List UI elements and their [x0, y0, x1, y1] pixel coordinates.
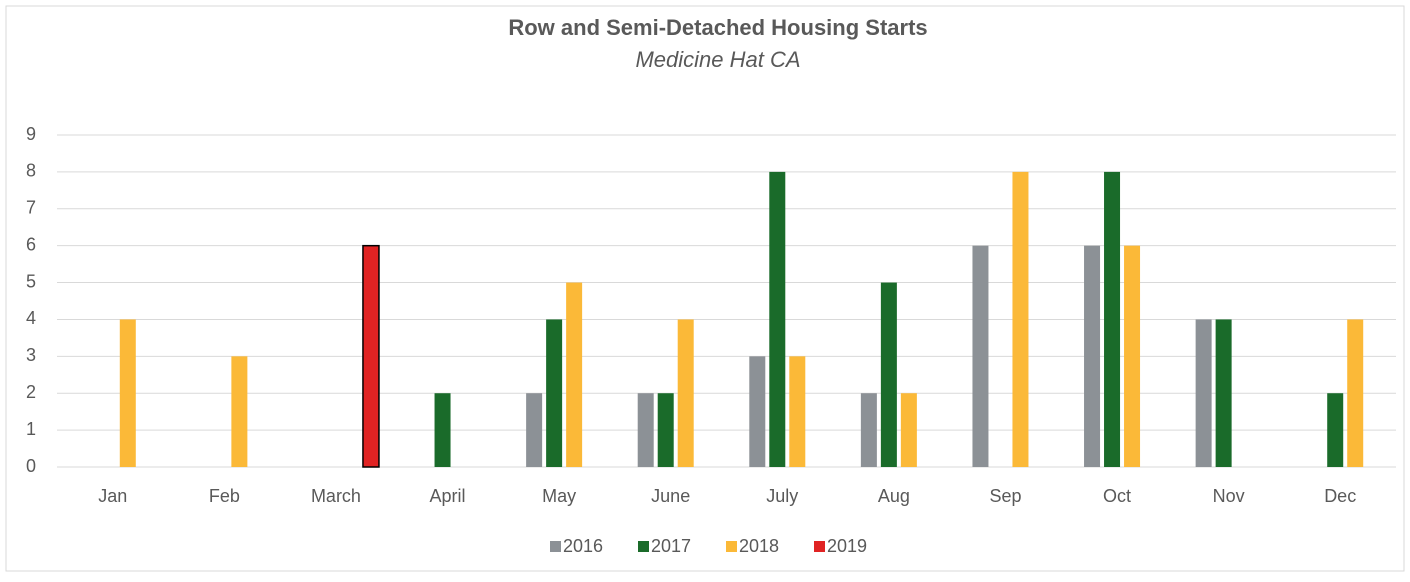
bar	[880, 282, 897, 467]
legend-swatch	[814, 541, 825, 552]
bar	[677, 319, 694, 467]
legend-swatch	[726, 541, 737, 552]
bar	[1347, 319, 1364, 467]
y-tick-label: 8	[26, 161, 36, 181]
bar	[1327, 393, 1344, 467]
bar	[362, 244, 380, 468]
x-tick-label: Feb	[209, 486, 240, 506]
bar	[526, 393, 543, 467]
y-tick-label: 9	[26, 124, 36, 144]
legend-swatch	[550, 541, 561, 552]
x-tick-label: Nov	[1213, 486, 1245, 506]
bar	[231, 356, 248, 467]
bar	[1084, 245, 1101, 467]
bar	[1195, 319, 1212, 467]
bar	[1012, 171, 1029, 467]
chart-subtitle: Medicine Hat CA	[635, 47, 800, 72]
x-tick-label: July	[766, 486, 798, 506]
bar	[972, 245, 989, 467]
chart-border	[5, 5, 1405, 572]
x-tick-label: Jan	[98, 486, 127, 506]
bar	[860, 393, 877, 467]
bar	[1104, 171, 1121, 467]
x-tick-label: March	[311, 486, 361, 506]
bar	[657, 393, 674, 467]
y-tick-label: 1	[26, 419, 36, 439]
bar	[637, 393, 654, 467]
legend-label: 2016	[563, 536, 603, 556]
y-tick-label: 2	[26, 382, 36, 402]
y-tick-label: 3	[26, 345, 36, 365]
bar	[434, 393, 451, 467]
bar	[1124, 245, 1141, 467]
legend-swatch	[638, 541, 649, 552]
x-tick-label: Dec	[1324, 486, 1356, 506]
bar	[900, 393, 917, 467]
bar	[119, 319, 136, 467]
y-tick-label: 4	[26, 308, 36, 328]
x-tick-label: Aug	[878, 486, 910, 506]
legend-label: 2019	[827, 536, 867, 556]
bar	[749, 356, 766, 467]
x-tick-label: Oct	[1103, 486, 1131, 506]
legend-label: 2018	[739, 536, 779, 556]
y-tick-label: 5	[26, 271, 36, 291]
x-tick-label: Sep	[989, 486, 1021, 506]
x-tick-label: June	[651, 486, 690, 506]
bar	[546, 319, 563, 467]
bar	[1215, 319, 1232, 467]
y-tick-label: 7	[26, 198, 36, 218]
x-tick-label: April	[430, 486, 466, 506]
x-tick-label: May	[542, 486, 576, 506]
y-tick-label: 0	[26, 456, 36, 476]
y-tick-label: 6	[26, 234, 36, 254]
bar	[789, 356, 806, 467]
bar	[566, 282, 583, 467]
chart-title: Row and Semi-Detached Housing Starts	[508, 15, 927, 40]
legend-label: 2017	[651, 536, 691, 556]
bar	[769, 171, 786, 467]
